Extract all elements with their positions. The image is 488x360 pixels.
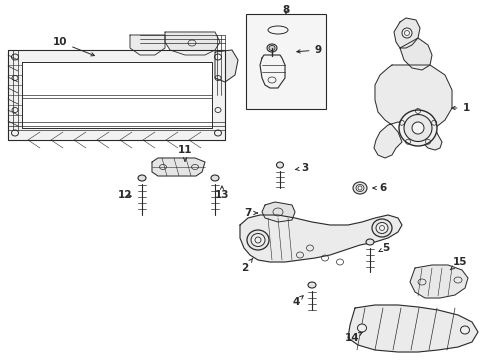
Ellipse shape — [365, 239, 373, 245]
Ellipse shape — [210, 175, 219, 181]
Ellipse shape — [138, 175, 146, 181]
Ellipse shape — [401, 28, 411, 38]
Ellipse shape — [307, 282, 315, 288]
Bar — [245, 14, 325, 109]
Text: 11: 11 — [177, 145, 192, 161]
Text: 1: 1 — [451, 103, 468, 113]
Ellipse shape — [355, 185, 363, 192]
Polygon shape — [409, 265, 467, 298]
Polygon shape — [262, 202, 294, 222]
Polygon shape — [393, 18, 419, 48]
Polygon shape — [399, 38, 431, 70]
Polygon shape — [8, 50, 224, 140]
Text: 2: 2 — [241, 258, 252, 273]
Text: 13: 13 — [214, 186, 229, 200]
Ellipse shape — [371, 219, 391, 237]
Text: 5: 5 — [378, 243, 389, 253]
Ellipse shape — [375, 222, 387, 234]
Polygon shape — [130, 35, 164, 55]
Text: 7: 7 — [244, 208, 257, 218]
Ellipse shape — [267, 26, 287, 34]
Ellipse shape — [250, 234, 264, 247]
Text: 4: 4 — [292, 296, 303, 307]
Ellipse shape — [246, 230, 268, 250]
Text: 14: 14 — [344, 332, 362, 343]
Ellipse shape — [276, 162, 283, 168]
Polygon shape — [22, 62, 212, 128]
Ellipse shape — [460, 326, 468, 334]
Text: 9: 9 — [296, 45, 321, 55]
Text: 6: 6 — [372, 183, 386, 193]
Polygon shape — [215, 50, 238, 82]
Text: 8: 8 — [282, 5, 289, 15]
Ellipse shape — [268, 45, 274, 50]
Polygon shape — [164, 32, 220, 55]
Ellipse shape — [357, 324, 366, 332]
Polygon shape — [152, 158, 204, 176]
Text: 12: 12 — [118, 190, 132, 200]
Polygon shape — [260, 55, 285, 88]
Ellipse shape — [352, 182, 366, 194]
Ellipse shape — [411, 122, 423, 134]
Ellipse shape — [398, 110, 436, 146]
Text: 15: 15 — [449, 257, 467, 270]
Polygon shape — [347, 305, 477, 352]
Polygon shape — [240, 215, 401, 262]
Text: 10: 10 — [53, 37, 94, 56]
Ellipse shape — [266, 44, 276, 52]
Text: 3: 3 — [295, 163, 308, 173]
Ellipse shape — [403, 114, 431, 141]
Polygon shape — [373, 65, 451, 158]
